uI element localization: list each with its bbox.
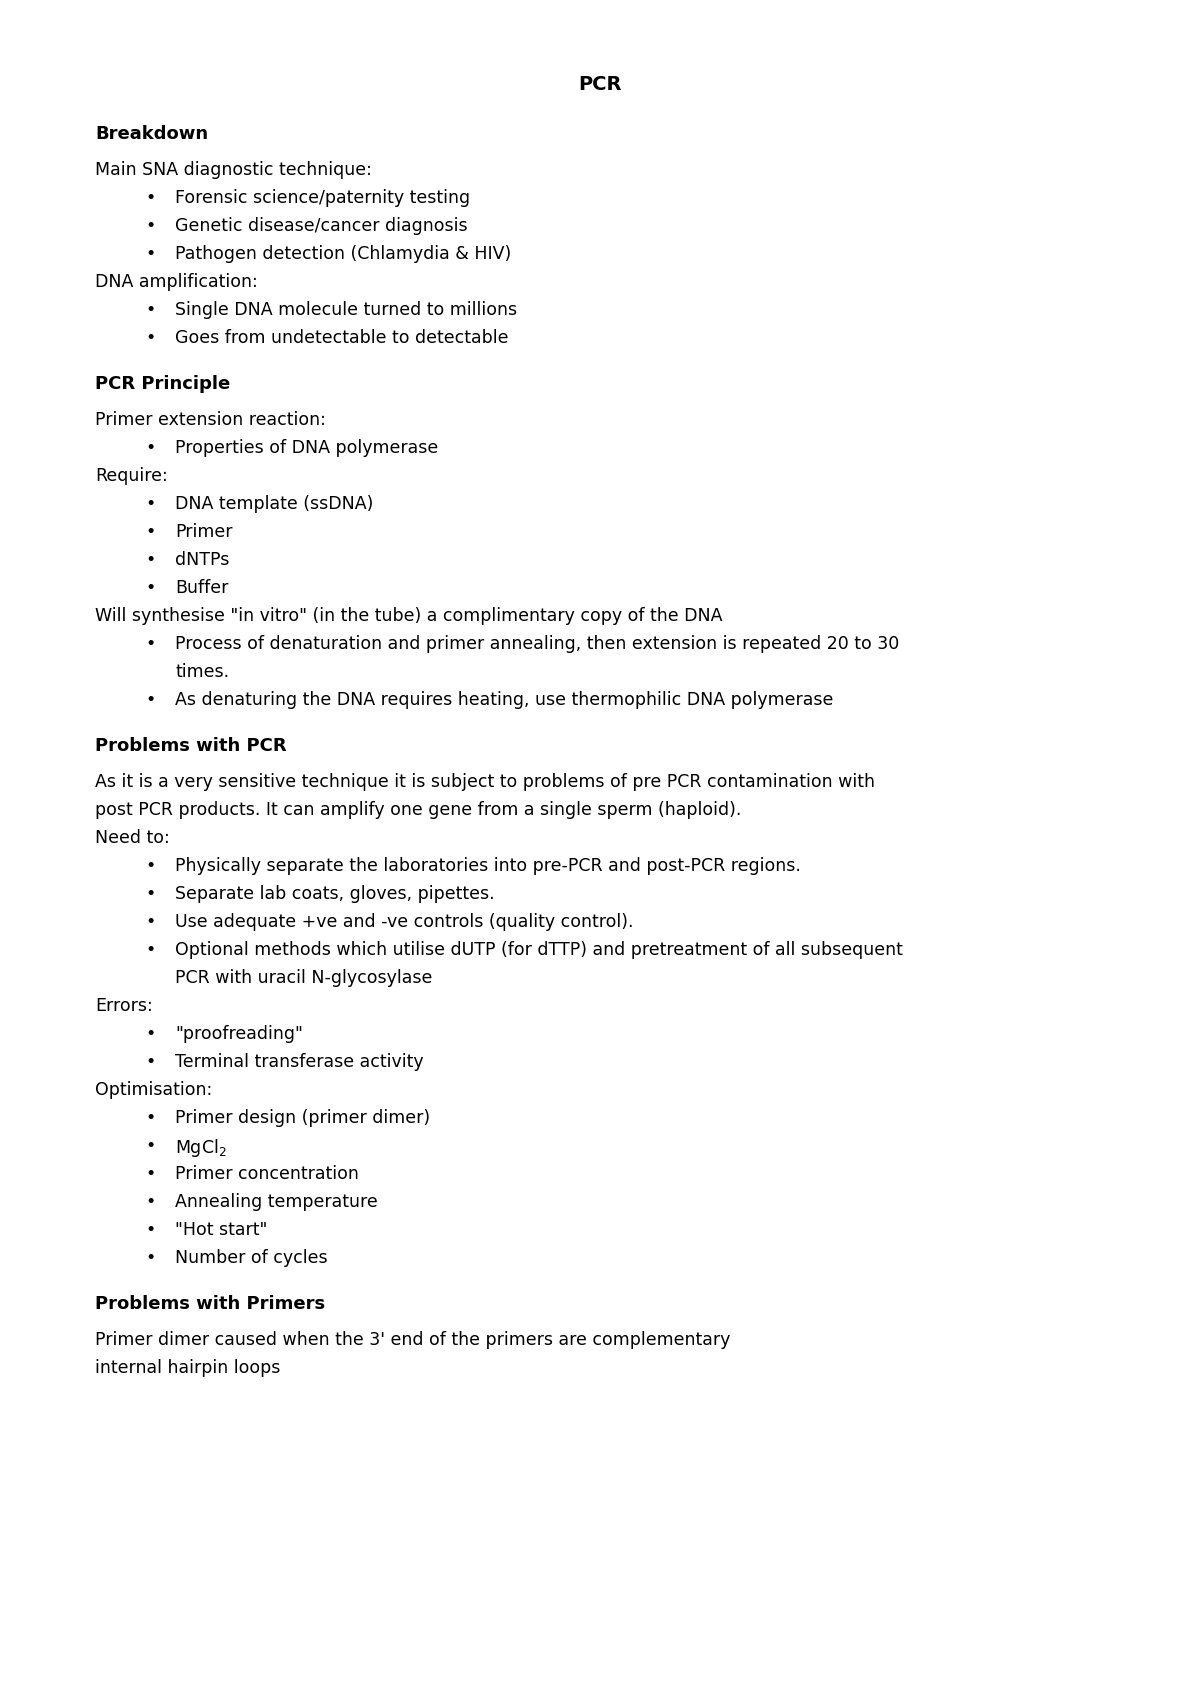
- Text: dNTPs: dNTPs: [175, 550, 229, 569]
- Text: •: •: [145, 941, 155, 959]
- Text: Physically separate the laboratories into pre-PCR and post-PCR regions.: Physically separate the laboratories int…: [175, 857, 800, 874]
- Text: Single DNA molecule turned to millions: Single DNA molecule turned to millions: [175, 301, 517, 319]
- Text: •: •: [145, 885, 155, 903]
- Text: Properties of DNA polymerase: Properties of DNA polymerase: [175, 440, 438, 457]
- Text: As denaturing the DNA requires heating, use thermophilic DNA polymerase: As denaturing the DNA requires heating, …: [175, 691, 833, 710]
- Text: •: •: [145, 301, 155, 319]
- Text: •: •: [145, 1109, 155, 1127]
- Text: •: •: [145, 857, 155, 874]
- Text: post PCR products. It can amplify one gene from a single sperm (haploid).: post PCR products. It can amplify one ge…: [95, 801, 742, 818]
- Text: internal hairpin loops: internal hairpin loops: [95, 1358, 281, 1377]
- Text: Forensic science/paternity testing: Forensic science/paternity testing: [175, 188, 470, 207]
- Text: •: •: [145, 1194, 155, 1211]
- Text: Will synthesise "in vitro" (in the tube) a complimentary copy of the DNA: Will synthesise "in vitro" (in the tube)…: [95, 606, 722, 625]
- Text: Pathogen detection (Chlamydia & HIV): Pathogen detection (Chlamydia & HIV): [175, 245, 511, 263]
- Text: •: •: [145, 245, 155, 263]
- Text: times.: times.: [175, 662, 229, 681]
- Text: Annealing temperature: Annealing temperature: [175, 1194, 378, 1211]
- Text: •: •: [145, 188, 155, 207]
- Text: PCR with uracil N-glycosylase: PCR with uracil N-glycosylase: [175, 970, 432, 987]
- Text: As it is a very sensitive technique it is subject to problems of pre PCR contami: As it is a very sensitive technique it i…: [95, 773, 875, 791]
- Text: Genetic disease/cancer diagnosis: Genetic disease/cancer diagnosis: [175, 217, 468, 234]
- Text: Terminal transferase activity: Terminal transferase activity: [175, 1053, 424, 1071]
- Text: "Hot start": "Hot start": [175, 1221, 268, 1240]
- Text: Number of cycles: Number of cycles: [175, 1250, 328, 1267]
- Text: •: •: [145, 496, 155, 513]
- Text: Require:: Require:: [95, 467, 168, 486]
- Text: Problems with Primers: Problems with Primers: [95, 1296, 325, 1313]
- Text: •: •: [145, 1138, 155, 1155]
- Text: Buffer: Buffer: [175, 579, 228, 598]
- Text: •: •: [145, 550, 155, 569]
- Text: •: •: [145, 691, 155, 710]
- Text: Problems with PCR: Problems with PCR: [95, 737, 287, 756]
- Text: Main SNA diagnostic technique:: Main SNA diagnostic technique:: [95, 161, 372, 178]
- Text: Need to:: Need to:: [95, 829, 169, 847]
- Text: Use adequate +ve and -ve controls (quality control).: Use adequate +ve and -ve controls (quali…: [175, 914, 634, 931]
- Text: Primer concentration: Primer concentration: [175, 1165, 359, 1184]
- Text: •: •: [145, 1250, 155, 1267]
- Text: Separate lab coats, gloves, pipettes.: Separate lab coats, gloves, pipettes.: [175, 885, 494, 903]
- Text: •: •: [145, 579, 155, 598]
- Text: •: •: [145, 523, 155, 542]
- Text: •: •: [145, 1026, 155, 1043]
- Text: Optimisation:: Optimisation:: [95, 1082, 212, 1099]
- Text: •: •: [145, 440, 155, 457]
- Text: •: •: [145, 635, 155, 654]
- Text: •: •: [145, 1165, 155, 1184]
- Text: Primer extension reaction:: Primer extension reaction:: [95, 411, 326, 430]
- Text: •: •: [145, 329, 155, 346]
- Text: •: •: [145, 1053, 155, 1071]
- Text: Breakdown: Breakdown: [95, 126, 208, 143]
- Text: •: •: [145, 914, 155, 931]
- Text: •: •: [145, 217, 155, 234]
- Text: PCR: PCR: [578, 75, 622, 93]
- Text: Errors:: Errors:: [95, 997, 152, 1015]
- Text: Primer: Primer: [175, 523, 233, 542]
- Text: •: •: [145, 1221, 155, 1240]
- Text: "proofreading": "proofreading": [175, 1026, 302, 1043]
- Text: Primer dimer caused when the 3' end of the primers are complementary: Primer dimer caused when the 3' end of t…: [95, 1331, 731, 1348]
- Text: DNA amplification:: DNA amplification:: [95, 273, 258, 290]
- Text: Optional methods which utilise dUTP (for dTTP) and pretreatment of all subsequen: Optional methods which utilise dUTP (for…: [175, 941, 902, 959]
- Text: MgCl$_2$: MgCl$_2$: [175, 1138, 227, 1160]
- Text: Process of denaturation and primer annealing, then extension is repeated 20 to 3: Process of denaturation and primer annea…: [175, 635, 899, 654]
- Text: Primer design (primer dimer): Primer design (primer dimer): [175, 1109, 430, 1127]
- Text: Goes from undetectable to detectable: Goes from undetectable to detectable: [175, 329, 509, 346]
- Text: DNA template (ssDNA): DNA template (ssDNA): [175, 496, 373, 513]
- Text: PCR Principle: PCR Principle: [95, 375, 230, 392]
